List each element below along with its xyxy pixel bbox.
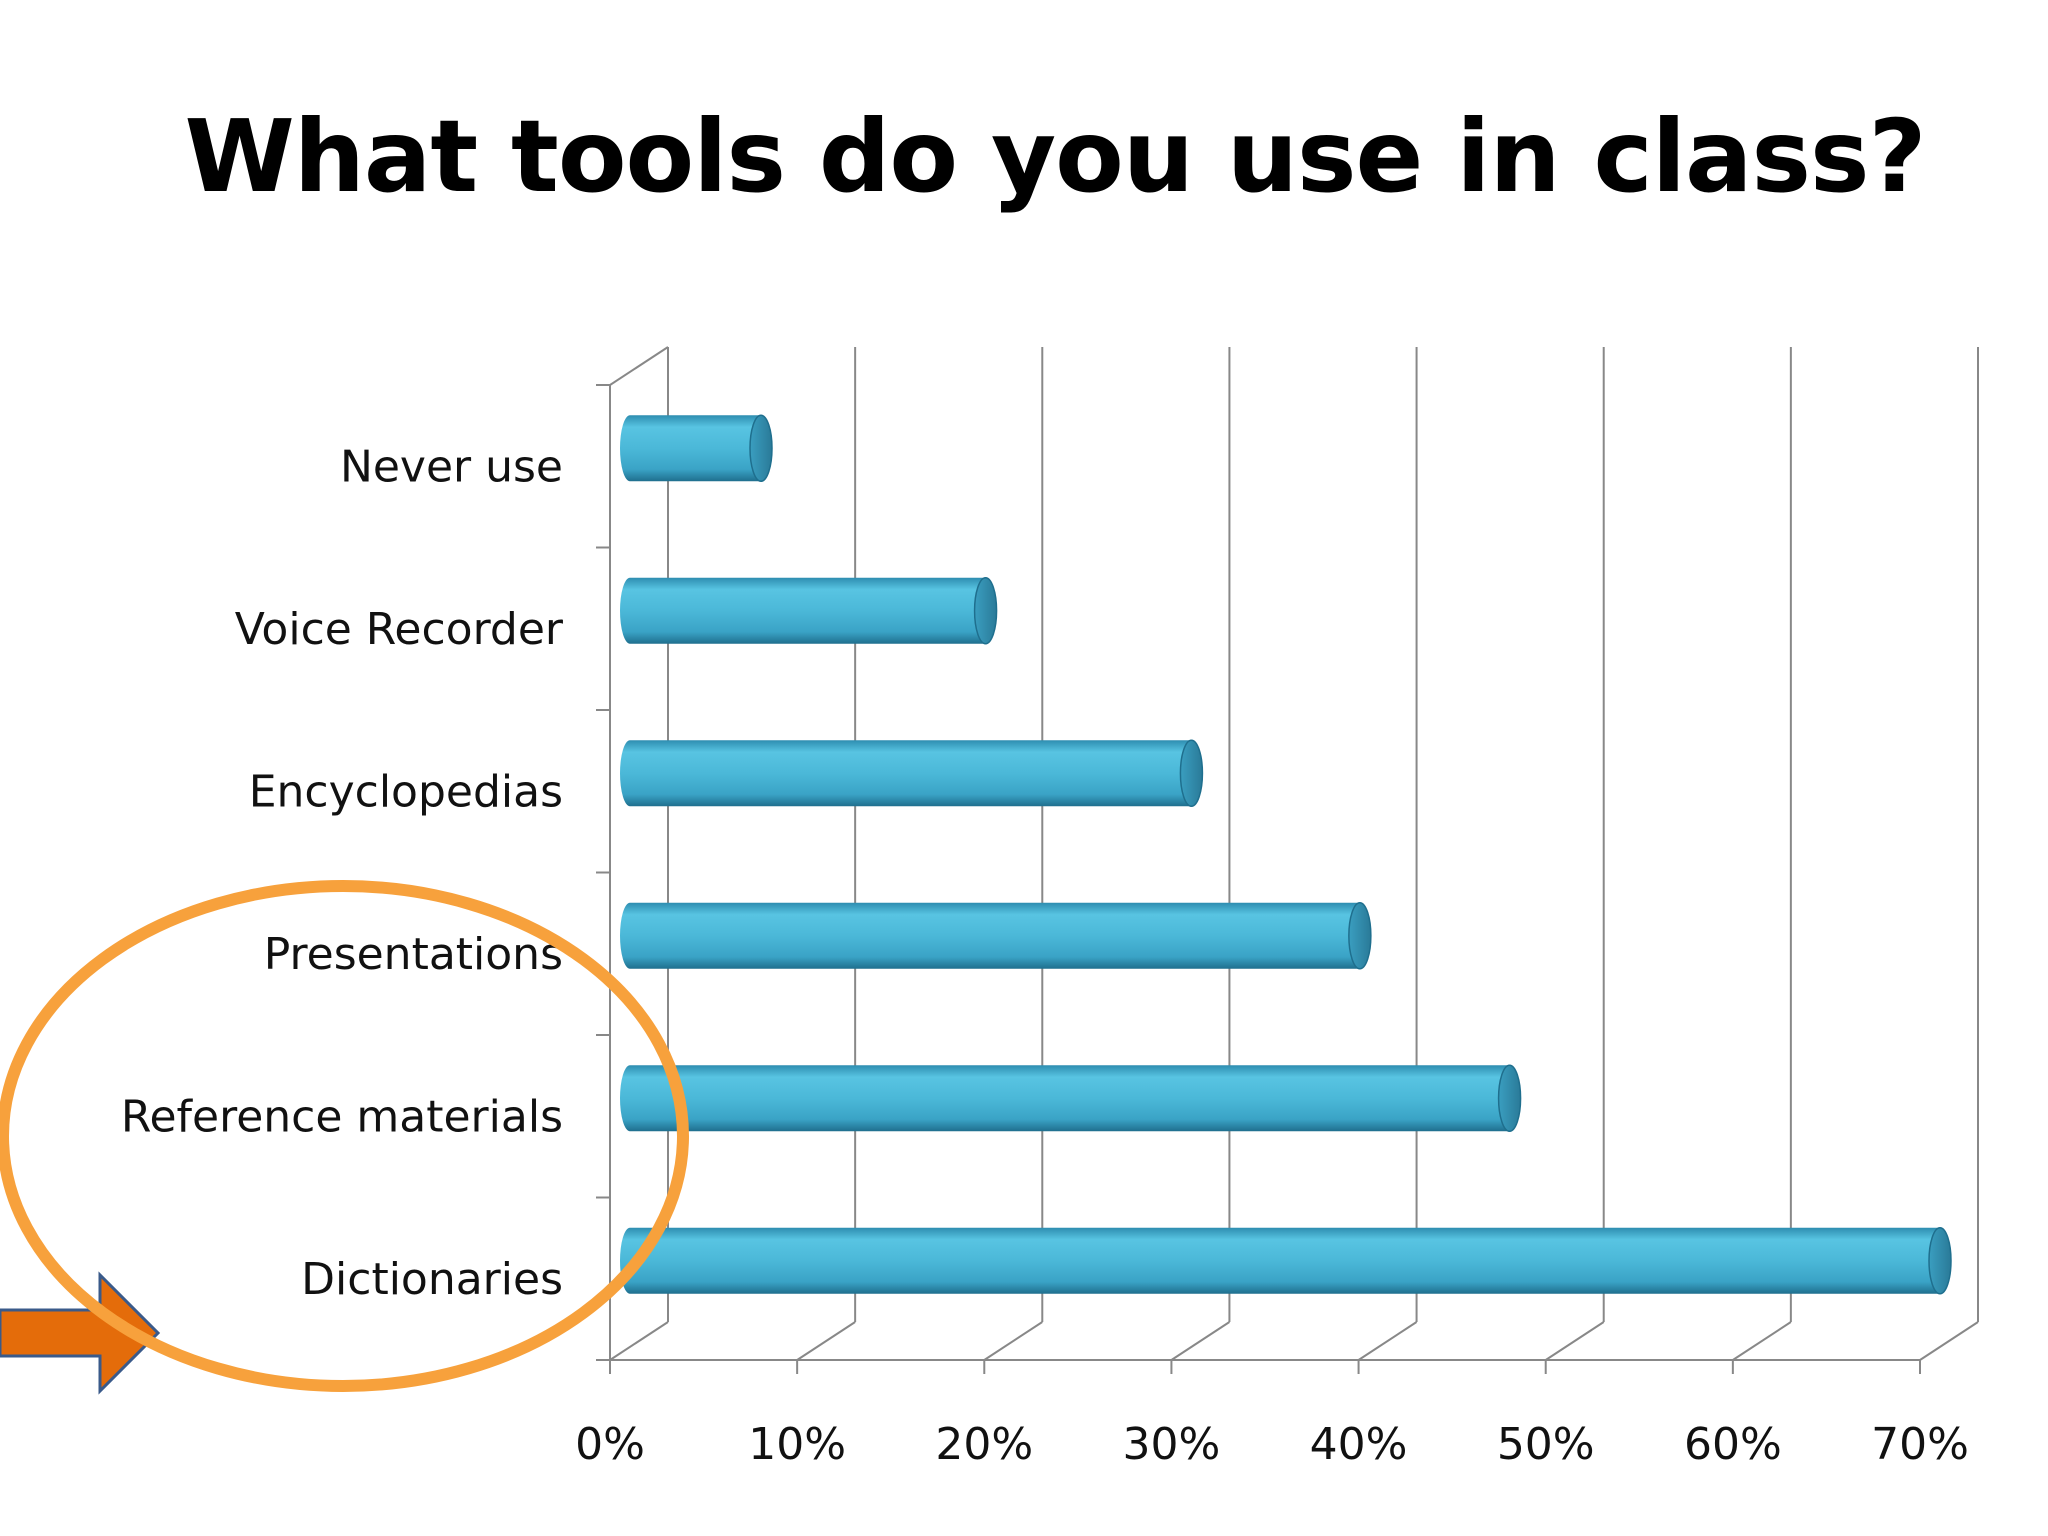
slide-title: What tools do you use in class? — [184, 98, 1926, 215]
bar-body — [620, 577, 986, 644]
chart-axes — [596, 346, 1979, 1374]
bar-body — [620, 1227, 1940, 1294]
bar — [620, 577, 998, 645]
x-tick-label: 0% — [575, 1419, 645, 1470]
x-tick-label: 10% — [748, 1419, 846, 1470]
bar-cap — [1348, 902, 1372, 970]
x-tick-label: 50% — [1497, 1419, 1595, 1470]
category-label: Presentations — [264, 929, 563, 980]
bar-cap — [1928, 1227, 1952, 1295]
x-tick-label: 20% — [935, 1419, 1033, 1470]
highlight-ellipse — [0, 880, 689, 1392]
chart-labels: Dictionaries Reference materials Presentat… — [121, 441, 1969, 1470]
x-tick-label: 30% — [1123, 1419, 1221, 1470]
floor-gridline — [983, 1321, 1043, 1361]
bar-cap — [1497, 1064, 1522, 1132]
floor-gridline — [609, 1321, 669, 1361]
bar — [620, 902, 1372, 970]
category-label: Encyclopedias — [249, 766, 563, 817]
bar — [620, 414, 773, 482]
x-tick-label: 60% — [1684, 1419, 1782, 1470]
bar-body — [620, 1065, 1510, 1132]
category-label: Voice Recorder — [235, 604, 564, 655]
bar-cap — [973, 577, 998, 645]
floor-gridline — [1919, 1321, 1979, 1361]
bar-cap — [749, 414, 773, 482]
bar — [620, 1064, 1522, 1132]
bar-body — [620, 902, 1360, 969]
chart-bars — [620, 414, 1952, 1295]
x-tick-label: 40% — [1310, 1419, 1408, 1470]
floor-gridline — [1732, 1321, 1792, 1361]
floor-gridline — [1545, 1321, 1605, 1361]
floor-gridline — [1358, 1321, 1418, 1361]
floor-gridline — [1170, 1321, 1230, 1361]
floor-gridline — [796, 1321, 856, 1361]
bar — [620, 739, 1204, 807]
bar-cap — [1179, 739, 1204, 807]
category-label: Dictionaries — [301, 1254, 563, 1305]
bar — [620, 1227, 1952, 1295]
wall-edge — [609, 346, 669, 386]
category-label: Never use — [340, 441, 563, 492]
bar-body — [620, 415, 761, 482]
x-tick-label: 70% — [1871, 1419, 1969, 1470]
category-label: Reference materials — [121, 1091, 563, 1142]
bar-body — [620, 740, 1192, 807]
highlight-annotation — [0, 880, 689, 1395]
